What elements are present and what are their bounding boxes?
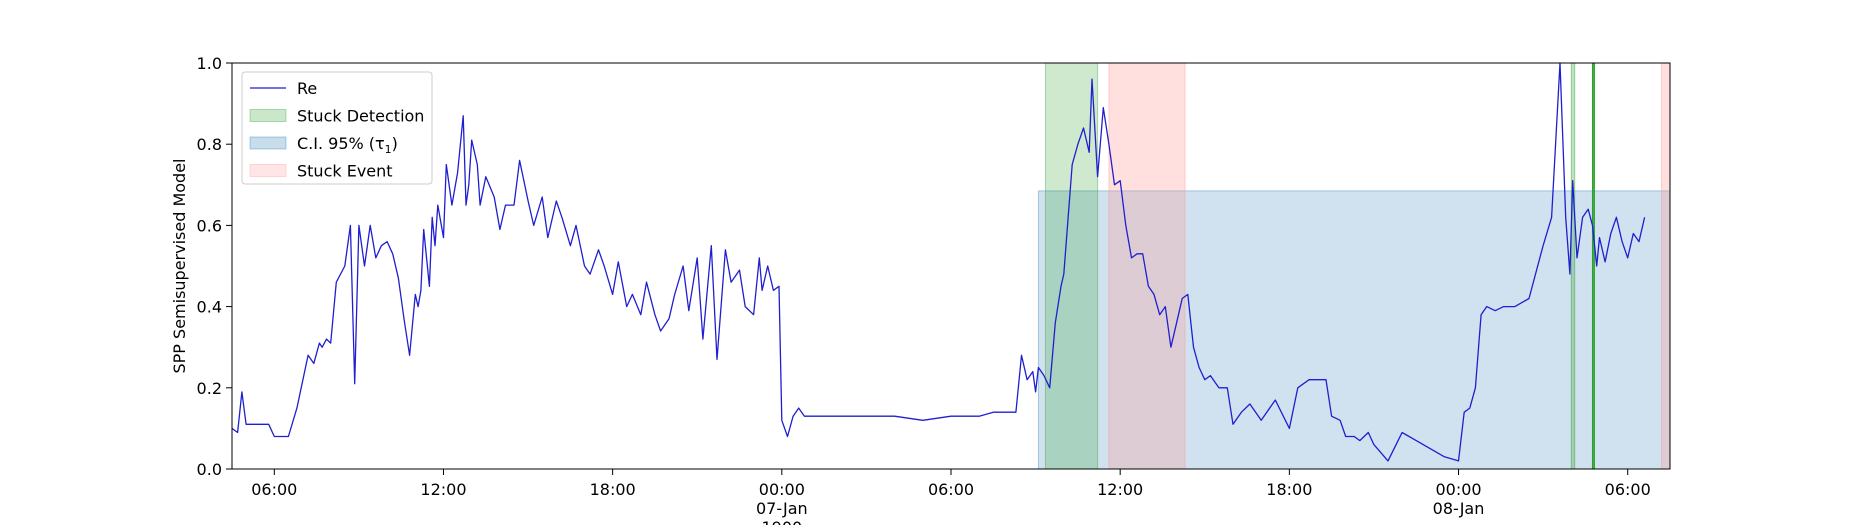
- legend-box: [241, 71, 433, 185]
- x-tick-label: 12:00: [1097, 480, 1143, 499]
- y-tick-label: 0.8: [197, 135, 222, 154]
- legend: Re Stuck Detection C.I. 95% (τ1) Stuck Even…: [241, 71, 433, 185]
- x-tick-label: 06:00: [251, 480, 297, 499]
- legend-label-text: Stuck Event: [297, 162, 393, 181]
- band-ci-95: [1037, 190, 1671, 470]
- bands-layer: [1037, 62, 1671, 470]
- band-stuck-event: [1108, 62, 1186, 470]
- legend-swatch-patch: [249, 109, 287, 122]
- band-stuck-detection: [1044, 62, 1099, 470]
- legend-swatch-patch: [249, 136, 287, 150]
- x-tick-date: 07-Jan: [756, 499, 808, 518]
- band-stuck-event-2: [1661, 62, 1671, 470]
- y-tick-label: 0.2: [197, 379, 222, 398]
- band-stuck-detection-3: [1591, 62, 1595, 470]
- y-tick-label: 0.6: [197, 216, 222, 235]
- x-tick-date: 08-Jan: [1433, 499, 1485, 518]
- legend-label-suffix: ): [392, 134, 398, 153]
- x-tick-year: 1900: [761, 518, 802, 525]
- legend-swatch-patch: [249, 164, 287, 177]
- y-tick-label: 0.4: [197, 298, 222, 317]
- legend-label-text: Stuck Detection: [297, 107, 424, 126]
- y-axis-title: SPP Semisupervised Model: [170, 159, 189, 374]
- y-axis: 0.0 0.2 0.4 0.6 0.8 1.0: [197, 54, 232, 479]
- y-tick-label: 0.0: [197, 460, 222, 479]
- x-tick-label: 06:00: [928, 480, 974, 499]
- band-stuck-detection-2: [1570, 62, 1576, 470]
- x-tick-label: 12:00: [420, 480, 466, 499]
- legend-label-subscript: 1: [385, 143, 392, 156]
- legend-label-text: Re: [297, 79, 317, 98]
- x-tick-label: 06:00: [1605, 480, 1651, 499]
- legend-label: Re: [297, 79, 317, 98]
- legend-label-text: C.I. 95% (τ: [297, 134, 385, 153]
- legend-label: C.I. 95% (τ1): [297, 134, 398, 156]
- series-line-re: [231, 62, 1646, 462]
- legend-label: Stuck Detection: [297, 107, 424, 126]
- y-tick-label: 1.0: [197, 54, 222, 73]
- series-layer: [231, 62, 1646, 462]
- x-tick-label: 18:00: [1266, 480, 1312, 499]
- x-tick-label: 00:00: [759, 480, 805, 499]
- legend-label: Stuck Event: [297, 162, 393, 181]
- x-tick-label: 00:00: [1435, 480, 1481, 499]
- x-axis: 06:0012:0018:0000:0007-Jan190006:0012:00…: [251, 469, 1651, 525]
- x-tick-label: 18:00: [590, 480, 636, 499]
